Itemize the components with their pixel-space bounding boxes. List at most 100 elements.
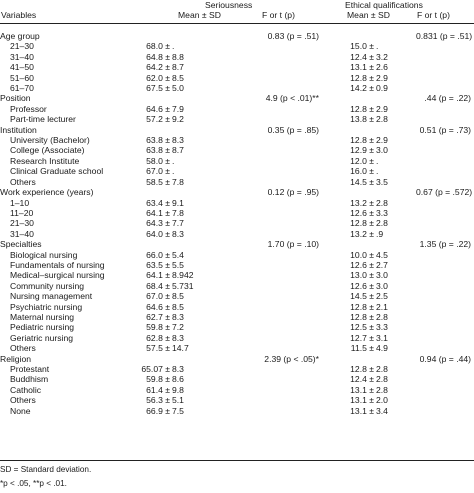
seriousness-sd: 7.5	[172, 405, 184, 416]
ethical-mean: 14.5 ±	[350, 291, 374, 302]
ethical-mean: 15.0 ±	[350, 41, 374, 52]
ethical-sd: 3.4	[376, 405, 388, 416]
ethical-test	[416, 135, 474, 145]
ethical-sd	[374, 354, 416, 364]
ethical-mean: 12.6 ±	[350, 207, 374, 218]
table-row: 51–60 62.0 ±8.5 12.8 ±2.9	[0, 73, 474, 83]
seriousness-mean: 58.5 ±	[146, 176, 170, 187]
header-mean-sd-seriousness: Mean ± SD	[178, 10, 221, 20]
row-label: Specialties	[0, 239, 42, 250]
table-row: Protestant 65.07 ±8.3 12.8 ±2.8	[0, 364, 474, 374]
row-label: Age group	[0, 31, 40, 41]
seriousness-mean: 67.0 ±	[146, 166, 170, 177]
ethical-mean	[319, 31, 374, 41]
row-label: Fundamentals of nursing	[10, 259, 105, 270]
ethical-test	[416, 41, 474, 51]
ethical-test	[416, 62, 474, 72]
seriousness-mean: 64.3 ±	[146, 218, 170, 229]
ethical-test	[416, 52, 474, 62]
seriousness-test	[212, 312, 319, 322]
seriousness-sd: 8.5	[172, 72, 184, 83]
ethical-mean: 12.4 ±	[350, 51, 374, 62]
seriousness-test	[212, 322, 319, 332]
table-row: Psychiatric nursing 64.6 ±8.5 12.8 ±2.1	[0, 302, 474, 312]
ethical-sd: 2.9	[376, 72, 388, 83]
seriousness-sd: 9.2	[172, 114, 184, 125]
seriousness-mean: 67.0 ±	[146, 291, 170, 302]
seriousness-test	[212, 166, 319, 176]
data-table: Age group 0.83 (p = .51) 0.831 (p = .51) 21…	[0, 31, 474, 416]
seriousness-sd: 8.6	[172, 374, 184, 385]
table-row: Community nursing 68.4 ±5.731 12.6 ±3.0	[0, 281, 474, 291]
ethical-mean: 14.2 ±	[350, 83, 374, 94]
ethical-test	[416, 385, 474, 395]
ethical-sd: 3.0	[376, 280, 388, 291]
ethical-test	[416, 270, 474, 280]
row-label: University (Bachelor)	[10, 135, 90, 146]
ethical-test	[416, 302, 474, 312]
ethical-test	[416, 406, 474, 416]
ethical-mean: 12.8 ±	[350, 135, 374, 146]
table-row: Clinical Graduate school 67.0 ±. 16.0 ±.	[0, 166, 474, 176]
ethical-mean: 12.8 ±	[350, 364, 374, 374]
table-row: Fundamentals of nursing 63.5 ±5.5 12.6 ±2.…	[0, 260, 474, 270]
table-row: Geriatric nursing 62.8 ±8.3 12.7 ±3.1	[0, 333, 474, 343]
seriousness-test	[212, 62, 319, 72]
seriousness-mean	[128, 125, 170, 135]
ethical-test	[416, 291, 474, 301]
ethical-mean	[319, 125, 374, 135]
ethical-test: 0.51 (p = .73)	[419, 124, 471, 135]
seriousness-test	[212, 218, 319, 228]
seriousness-test	[212, 104, 319, 114]
seriousness-test	[212, 73, 319, 83]
seriousness-sd: 9.8	[172, 384, 184, 395]
ethical-sd: 4.5	[376, 249, 388, 260]
seriousness-mean	[128, 187, 170, 197]
ethical-sd: 2.8	[376, 197, 388, 208]
ethical-sd	[374, 239, 416, 249]
header-variables: Variables	[1, 10, 37, 20]
ethical-sd	[374, 93, 416, 103]
seriousness-sd: .	[172, 155, 175, 166]
ethical-mean: 13.0 ±	[350, 270, 374, 281]
ethical-sd	[374, 31, 416, 41]
ethical-sd: 2.9	[376, 135, 388, 146]
table-row: None 66.9 ±7.5 13.1 ±3.4	[0, 406, 474, 416]
row-label: Pediatric nursing	[10, 322, 75, 333]
ethical-mean: 12.8 ±	[350, 103, 374, 114]
group-row: Institution 0.35 (p = .85) 0.51 (p = .73)	[0, 125, 474, 135]
seriousness-mean	[128, 31, 170, 41]
seriousness-mean: 62.8 ±	[146, 332, 170, 343]
ethical-mean: 12.8 ±	[350, 72, 374, 83]
seriousness-sd: 14.7	[172, 343, 189, 354]
table-row: Biological nursing 66.0 ±5.4 10.0 ±4.5	[0, 250, 474, 260]
ethical-test	[416, 333, 474, 343]
row-label: Catholic	[10, 384, 42, 395]
seriousness-mean: 63.5 ±	[146, 259, 170, 270]
seriousness-test: 1.70 (p = .10)	[267, 239, 319, 250]
table-row: University (Bachelor) 63.8 ±8.3 12.8 ±2.9	[0, 135, 474, 145]
seriousness-sd: 8.5	[172, 291, 184, 302]
table-row: College (Associate) 63.8 ±8.7 12.9 ±3.0	[0, 145, 474, 155]
row-label: Religion	[0, 353, 32, 364]
seriousness-mean: 64.2 ±	[146, 62, 170, 73]
header-seriousness: Seriousness	[205, 0, 253, 10]
ethical-mean: 12.6 ±	[350, 280, 374, 291]
row-label: None	[10, 405, 31, 416]
seriousness-test	[212, 250, 319, 260]
row-label: 61–70	[10, 83, 34, 94]
seriousness-sd: 7.8	[172, 176, 184, 187]
table-row: Part-time lecturer 57.2 ±9.2 13.8 ±2.8	[0, 114, 474, 124]
seriousness-sd: 7.7	[172, 218, 184, 229]
ethical-test	[416, 166, 474, 176]
ethical-sd	[374, 187, 416, 197]
ethical-sd: 2.8	[376, 311, 388, 322]
seriousness-sd: 7.8	[172, 207, 184, 218]
row-label: 31–40	[10, 228, 34, 239]
seriousness-sd: 8.3	[172, 228, 184, 239]
seriousness-mean: 61.4 ±	[146, 384, 170, 395]
row-label: 51–60	[10, 72, 34, 83]
row-label: 41–50	[10, 62, 34, 73]
seriousness-mean: 57.2 ±	[146, 114, 170, 125]
